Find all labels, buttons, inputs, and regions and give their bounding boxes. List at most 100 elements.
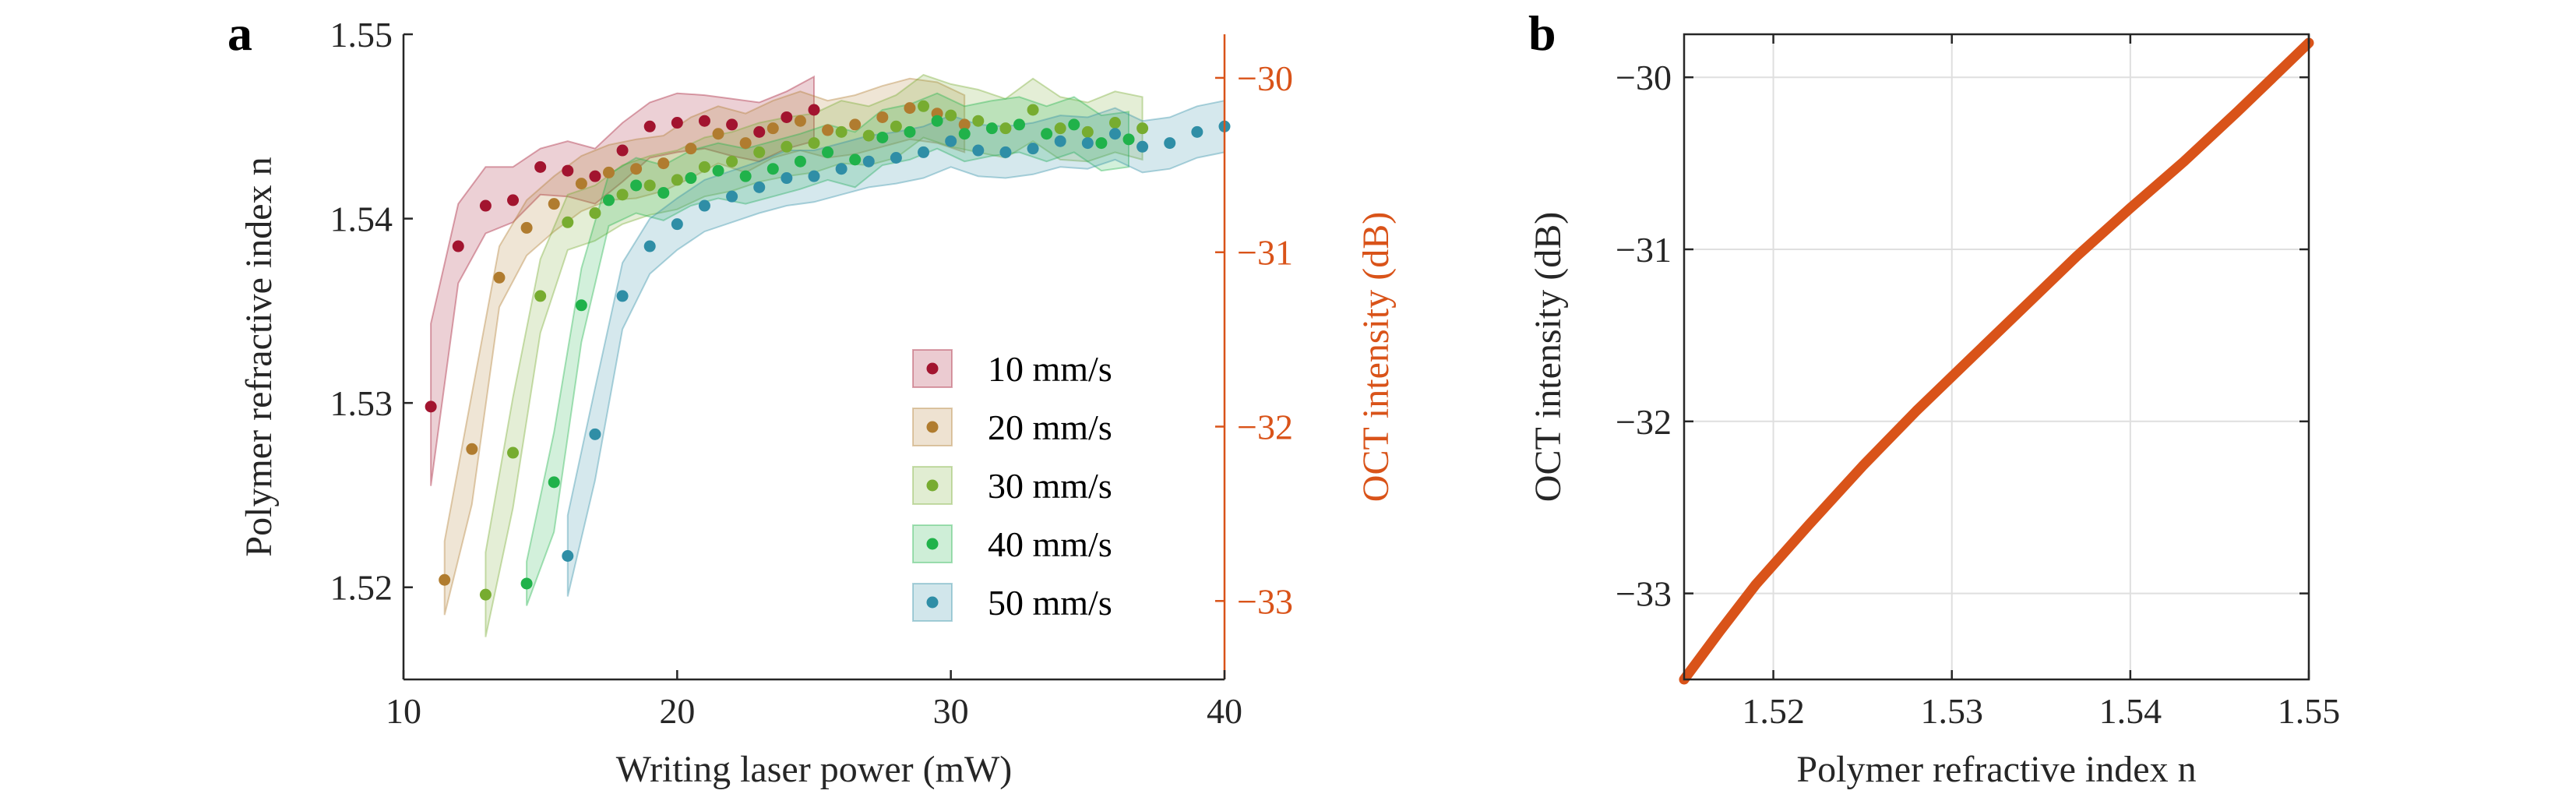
band-40mms (526, 92, 1129, 606)
data-point (493, 271, 506, 284)
y2-tick-label: −30 (1237, 58, 1293, 98)
data-point (603, 166, 615, 178)
data-point (849, 118, 862, 131)
data-point (918, 100, 930, 112)
data-point (876, 111, 889, 123)
y-tick-label: −30 (1616, 58, 1672, 97)
legend-marker (926, 479, 939, 492)
data-point (1068, 118, 1080, 131)
data-point (425, 400, 437, 413)
data-point (726, 190, 738, 203)
data-point (589, 428, 601, 440)
data-point (972, 144, 985, 157)
data-point (698, 161, 710, 173)
data-point (985, 122, 998, 135)
data-point (1054, 135, 1066, 147)
data-point (1122, 133, 1135, 146)
data-point (739, 170, 752, 182)
x-axis-title: Writing laser power (mW) (616, 749, 1013, 790)
panel-a: 10 20 30 40 1.52 1.53 1.54 1.55 −33 −32 −31 −30 Writ… (227, 5, 1397, 790)
x-tick-label: 40 (1207, 691, 1242, 731)
data-point (999, 122, 1012, 135)
x-tick-label: 20 (659, 691, 695, 731)
data-point (548, 198, 560, 210)
y2-tick-label: −32 (1237, 408, 1293, 447)
oct-curve (1679, 37, 2314, 685)
data-point (643, 120, 656, 132)
data-point (1136, 140, 1149, 153)
data-point (1081, 125, 1094, 138)
data-point (918, 146, 930, 158)
data-point (657, 186, 670, 199)
data-point (794, 115, 806, 127)
data-point (890, 152, 902, 164)
data-point (876, 131, 889, 143)
data-point (616, 144, 629, 157)
y-tick-label: −33 (1616, 574, 1672, 614)
legend-marker (926, 538, 939, 550)
data-point (630, 163, 643, 175)
data-point (479, 199, 492, 212)
data-point (808, 104, 820, 116)
data-point (630, 179, 643, 192)
legend-label: 50 mm/s (988, 583, 1112, 623)
data-point (862, 129, 875, 142)
data-point (945, 109, 957, 122)
data-point (479, 588, 492, 601)
band-20mms (443, 77, 966, 616)
data-point (781, 111, 793, 123)
y-tick-label: 1.52 (330, 568, 393, 608)
data-point (1013, 118, 1025, 131)
data-point (685, 143, 697, 155)
data-point (808, 170, 820, 182)
data-point (835, 163, 848, 175)
data-point (534, 290, 547, 302)
data-point (562, 164, 574, 177)
legend-label: 30 mm/s (988, 466, 1112, 506)
data-point (548, 476, 560, 489)
data-point (657, 157, 670, 170)
data-point (507, 446, 520, 459)
legend-label: 40 mm/s (988, 524, 1112, 564)
data-point (575, 299, 587, 312)
y-axis-title: Polymer refractive index n (238, 157, 280, 556)
x-tick-label: 30 (933, 691, 969, 731)
x-tick-label: 1.54 (2099, 691, 2162, 731)
data-point (589, 206, 601, 219)
data-point (726, 155, 738, 168)
data-point (904, 102, 916, 115)
data-point (739, 137, 752, 150)
data-point (958, 118, 971, 131)
y-tick-label: 1.55 (330, 15, 393, 55)
data-point (685, 172, 697, 185)
data-point (534, 161, 547, 173)
y-tick-label: 1.54 (330, 199, 393, 239)
data-point (822, 124, 834, 136)
x-tick-label: 1.52 (1742, 691, 1805, 731)
x-tick-label: 10 (386, 691, 421, 731)
y-tick-label: 1.53 (330, 383, 393, 423)
data-point (439, 573, 451, 586)
x-tick-label: 1.53 (1920, 691, 1983, 731)
panel-letter-b: b (1528, 5, 1556, 61)
y-tick-label: −32 (1616, 402, 1672, 442)
data-point (671, 117, 683, 129)
data-point (466, 443, 478, 455)
y-axis-title: OCT intensity (dB) (1528, 212, 1569, 502)
plot-box (1683, 33, 2310, 681)
data-point (781, 172, 793, 185)
data-point (1108, 117, 1121, 129)
data-point (726, 118, 738, 131)
legend-marker (926, 421, 939, 433)
data-point (1041, 128, 1053, 140)
data-point (904, 125, 916, 138)
data-point (835, 125, 848, 138)
legend-marker (926, 362, 939, 375)
data-point (616, 189, 629, 201)
data-point (507, 194, 520, 206)
data-point (616, 290, 629, 302)
data-point (575, 178, 587, 190)
data-point (958, 128, 971, 140)
x-axis-title: Polymer refractive index n (1796, 749, 2196, 790)
data-point (589, 170, 601, 182)
